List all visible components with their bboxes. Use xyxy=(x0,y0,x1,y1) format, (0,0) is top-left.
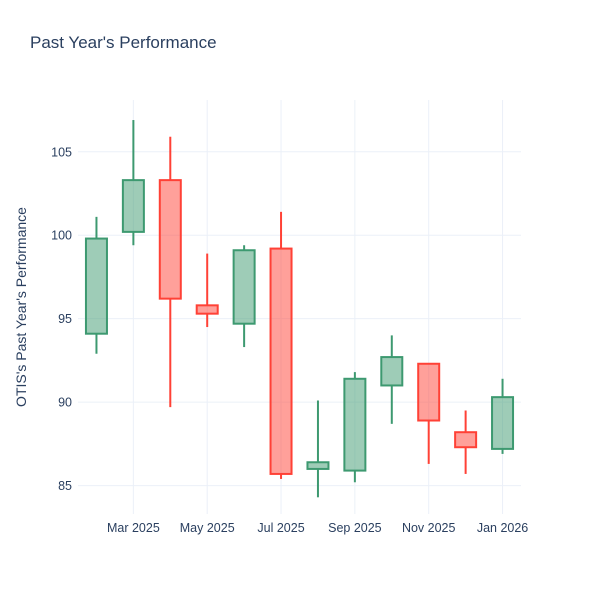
candle-body xyxy=(158,179,182,300)
candle-jun-2025[interactable] xyxy=(232,245,256,348)
candle-apr-2025[interactable] xyxy=(158,136,182,408)
candle-body xyxy=(269,247,293,475)
candle-feb-2025[interactable] xyxy=(84,216,108,354)
candle-body xyxy=(417,362,441,422)
candle-body xyxy=(121,179,145,233)
x-tick-label: Jul 2025 xyxy=(257,521,304,535)
candle-oct-2025[interactable] xyxy=(380,335,404,424)
candle-body xyxy=(195,304,219,315)
y-tick-label: 105 xyxy=(51,145,72,159)
candle-jul-2025[interactable] xyxy=(269,211,293,479)
x-tick-label: Nov 2025 xyxy=(402,521,456,535)
y-tick-label: 85 xyxy=(58,479,72,493)
candle-jan-2026[interactable] xyxy=(491,378,515,454)
candle-mar-2025[interactable] xyxy=(121,120,145,246)
y-tick-label: 95 xyxy=(58,312,72,326)
candle-body xyxy=(343,377,367,472)
y-tick-label: 90 xyxy=(58,396,72,410)
candle-body xyxy=(306,461,330,470)
candle-may-2025[interactable] xyxy=(195,253,219,328)
candle-sep-2025[interactable] xyxy=(343,372,367,483)
candle-body xyxy=(232,249,256,325)
candle-body xyxy=(454,431,478,449)
candle-aug-2025[interactable] xyxy=(306,400,330,498)
candle-body xyxy=(84,237,108,335)
x-tick-label: Sep 2025 xyxy=(328,521,382,535)
candle-body xyxy=(491,396,515,450)
x-tick-label: Mar 2025 xyxy=(107,521,160,535)
x-tick-label: Jan 2026 xyxy=(477,521,528,535)
candle-dec-2025[interactable] xyxy=(454,410,478,474)
candle-body xyxy=(380,356,404,387)
candle-nov-2025[interactable] xyxy=(417,362,441,464)
x-tick-label: May 2025 xyxy=(180,521,235,535)
y-tick-label: 100 xyxy=(51,229,72,243)
chart-title: Past Year's Performance xyxy=(30,33,217,52)
